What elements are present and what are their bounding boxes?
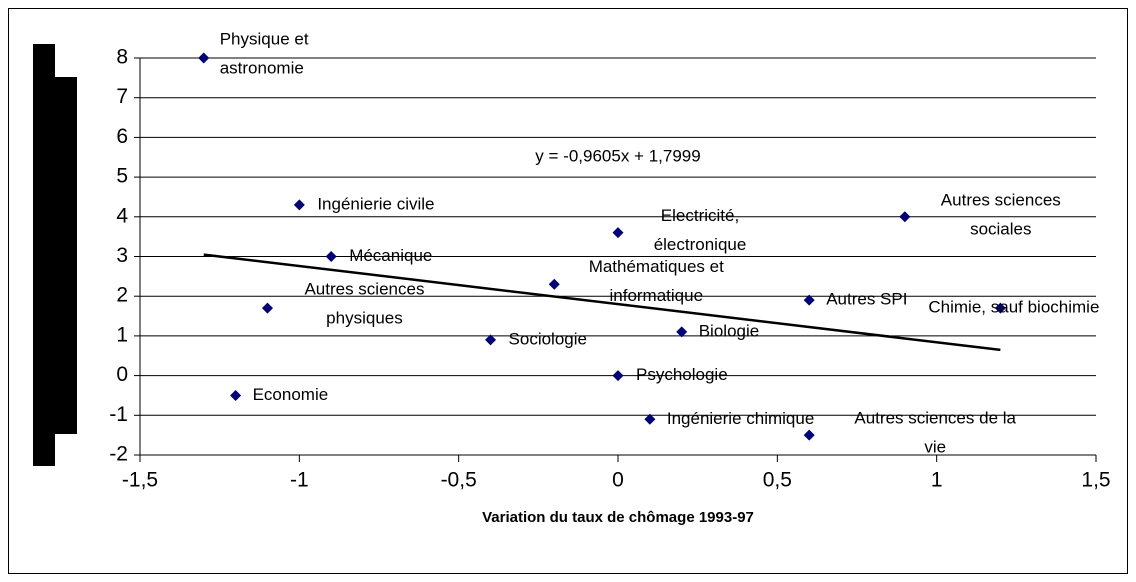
point-label: Mathématiques et [589, 257, 724, 276]
point-label: astronomie [220, 58, 304, 77]
y-tick-label: -1 [109, 403, 128, 426]
point [261, 302, 273, 314]
point-label: vie [924, 438, 946, 457]
point-label: sociales [970, 219, 1031, 238]
point-label: Autres sciences [941, 190, 1061, 209]
point [994, 302, 1006, 314]
point-label: Physique et [220, 29, 309, 48]
y-tick-label: 0 [116, 363, 128, 386]
x-tick-label: -1,5 [122, 469, 158, 492]
x-tick-label: 0 [612, 469, 624, 492]
trendline [203, 253, 1001, 352]
point-label: électronique [654, 235, 747, 254]
y-tick-label: 5 [116, 165, 128, 188]
y-tick-label: 8 [116, 46, 128, 69]
point-label: Ingénierie civile [317, 194, 434, 213]
point-label: Chimie, sauf biochimie [928, 298, 1099, 317]
chart-border [8, 8, 1128, 574]
point [293, 199, 305, 211]
y-tick-label: 7 [116, 85, 128, 108]
point [676, 326, 688, 338]
redacted-bar [33, 44, 55, 466]
point-label: Psychologie [636, 365, 728, 384]
point-label: physiques [326, 309, 403, 328]
point [644, 413, 656, 425]
x-tick-label: -1 [290, 469, 309, 492]
redacted-bar [55, 77, 77, 434]
y-tick-label: -2 [109, 443, 128, 466]
y-tick-label: 1 [116, 323, 128, 346]
point-label: Ingénierie chimique [667, 409, 814, 428]
point [899, 211, 911, 223]
point-label: Biologie [699, 321, 760, 340]
y-tick-label: 6 [116, 125, 128, 148]
point [803, 294, 815, 306]
point-label: Sociologie [509, 329, 587, 348]
point-label: Mécanique [349, 246, 432, 265]
y-tick-label: 2 [116, 284, 128, 307]
point [548, 278, 560, 290]
point [485, 334, 497, 346]
point-label: Electricité, [661, 206, 739, 225]
point [325, 251, 337, 262]
point [230, 389, 242, 401]
point-label: informatique [609, 286, 703, 305]
y-tick-label: 4 [116, 204, 128, 227]
point-label: Autres SPI [826, 290, 907, 309]
point-label: Autres sciences [304, 280, 424, 299]
x-tick-label: -0,5 [441, 469, 477, 492]
x-axis-title: Variation du taux de chômage 1993-97 [482, 509, 754, 526]
y-tick-label: 3 [116, 244, 128, 267]
point-label: Autres sciences de la [854, 409, 1016, 428]
x-tick-label: 1 [931, 469, 943, 492]
point [612, 227, 624, 239]
x-tick-label: 1,5 [1081, 469, 1110, 492]
trendline-equation: y = -0,9605x + 1,7999 [535, 146, 700, 165]
point-label: Economie [253, 385, 329, 404]
point [803, 429, 815, 441]
point [612, 370, 624, 382]
x-tick-label: 0,5 [763, 469, 792, 492]
point [198, 52, 210, 64]
